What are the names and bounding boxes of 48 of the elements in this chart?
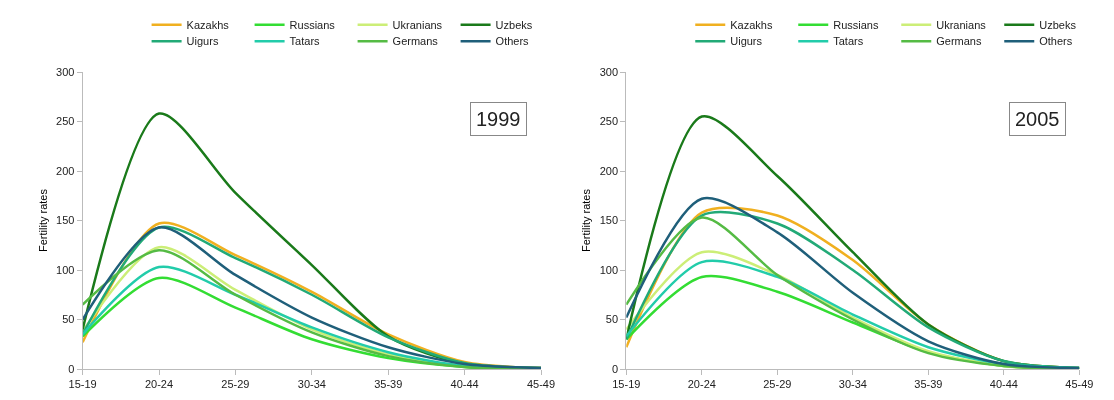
y-tick-label: 250 — [599, 115, 619, 128]
legend-label: Tatars — [289, 35, 321, 48]
y-tick-label: 100 — [56, 263, 75, 276]
y-tick-label: 300 — [599, 65, 619, 78]
x-tick-label: 15-19 — [612, 378, 641, 391]
y-tick-label: 50 — [605, 313, 619, 326]
legend-label: Germans — [936, 35, 982, 48]
y-tick-label: 50 — [62, 313, 75, 326]
x-tick-label: 30-34 — [297, 378, 326, 391]
legend-label: Others — [1039, 35, 1073, 48]
x-tick-label: 30-34 — [838, 378, 867, 391]
legend-label: Uzbeks — [495, 19, 533, 32]
y-tick-label: 300 — [56, 65, 75, 78]
x-tick-label: 45-49 — [526, 378, 556, 391]
legend-label: Ukranians — [936, 19, 987, 32]
y-tick-label: 200 — [599, 164, 619, 177]
y-tick-label: 250 — [56, 115, 75, 128]
legend-label: Kazakhs — [730, 19, 773, 32]
y-tick-label: 100 — [599, 263, 619, 276]
x-tick-label: 35-39 — [914, 378, 943, 391]
legend-label: Ukranians — [392, 19, 443, 32]
x-tick-label: 40-44 — [450, 378, 479, 391]
x-tick-label: 40-44 — [989, 378, 1018, 391]
y-axis-title: Fertility rates — [36, 188, 49, 252]
x-tick-label: 20-24 — [144, 378, 174, 391]
legend-label: Russians — [833, 19, 879, 32]
legend-label: Others — [495, 35, 530, 48]
legend-label: Germans — [392, 35, 439, 48]
y-tick-label: 150 — [56, 214, 75, 227]
y-tick-label: 150 — [599, 214, 619, 227]
y-tick-label: 0 — [611, 362, 619, 375]
x-tick-label: 25-29 — [221, 378, 250, 391]
x-tick-label: 25-29 — [763, 378, 792, 391]
legend-label: Kazakhs — [186, 19, 230, 32]
legend-label: Uigurs — [730, 35, 763, 48]
y-axis-title: Fertility rates — [580, 188, 593, 252]
legend-label: Russians — [289, 19, 336, 32]
annotation: 1999 — [476, 108, 521, 130]
annotation: 2005 — [1015, 108, 1060, 130]
legend-label: Uigurs — [186, 35, 219, 48]
legend-label: Uzbeks — [1039, 19, 1077, 32]
x-tick-label: 45-49 — [1065, 378, 1094, 391]
legend-label: Tatars — [833, 35, 864, 48]
x-tick-label: 20-24 — [687, 378, 716, 391]
x-tick-label: 35-39 — [374, 378, 403, 391]
y-tick-label: 0 — [68, 362, 75, 375]
x-tick-label: 15-19 — [68, 378, 97, 391]
y-tick-label: 200 — [56, 164, 75, 177]
